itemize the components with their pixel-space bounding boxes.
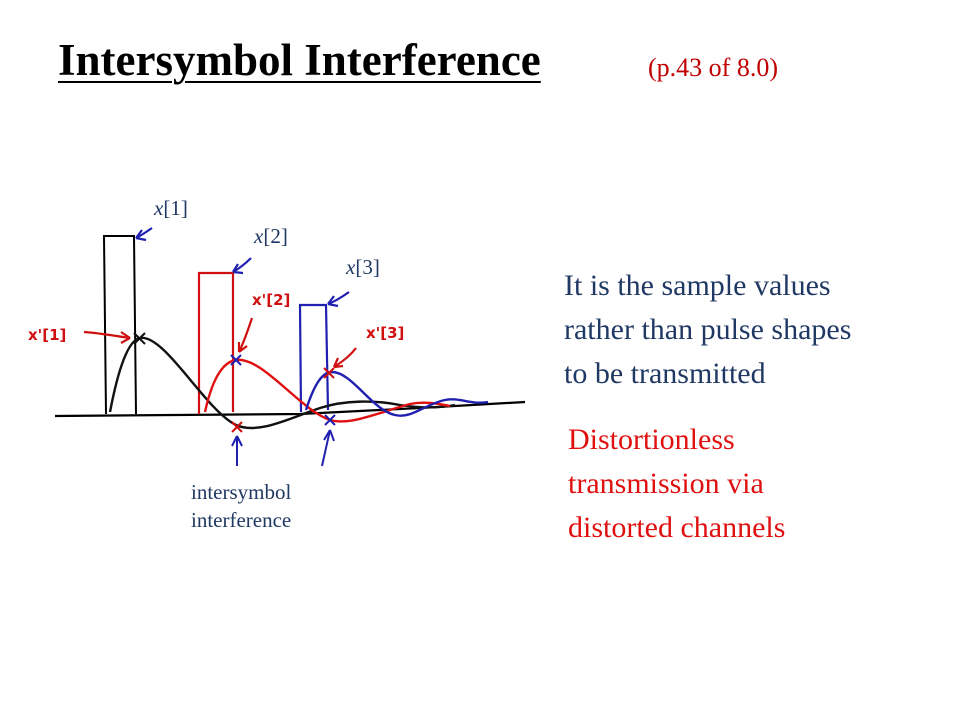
slide-title: Intersymbol Interference [58,35,541,85]
conclusion-text: Distortionless transmission via distorte… [568,418,948,550]
explanation-text: It is the sample values rather than puls… [564,264,944,396]
sample-mark-x2 [230,354,242,366]
label-xprime-1: x'[1] [28,326,66,344]
arrow-xp3 [332,347,357,369]
arrow-x2 [232,257,252,275]
isi-label-line1: intersymbol [191,480,292,504]
conclusion-line-1: Distortionless [568,423,735,456]
label-xprime-2: x'[2] [252,291,290,309]
sample-mark-isi-2 [324,414,336,426]
conclusion-line-2: transmission via [568,467,764,500]
label-x1: x[1] [154,196,188,220]
pulse-x2 [197,271,235,414]
arrow-xp1 [83,330,131,344]
label-x2: x[2] [254,224,288,248]
arrow-x3 [327,291,350,308]
arrow-xp2 [237,317,254,353]
response-x3 [304,370,489,417]
sample-mark-x3 [323,367,335,379]
response-x2 [203,358,451,423]
time-axis [54,400,526,418]
explanation-line-2: rather than pulse shapes [564,313,852,346]
sample-mark-x1 [133,332,146,345]
slide-subtitle: (p.43 of 8.0) [648,53,778,82]
pulse-x1 [102,235,137,415]
arrow-isi-1 [231,435,243,466]
response-x1 [108,336,456,430]
explanation-line-1: It is the sample values [564,269,831,302]
label-x3: x[3] [346,255,380,279]
isi-label-line2: interference [191,508,292,532]
conclusion-line-3: distorted channels [568,511,786,544]
arrow-x1 [135,227,153,242]
isi-label: intersymbol interference [191,478,291,534]
pulse-x3 [298,303,330,413]
label-xprime-3: x'[3] [366,324,404,342]
arrow-isi-2 [321,429,335,467]
explanation-line-3: to be transmitted [564,357,766,390]
sample-mark-isi-1 [231,421,243,433]
